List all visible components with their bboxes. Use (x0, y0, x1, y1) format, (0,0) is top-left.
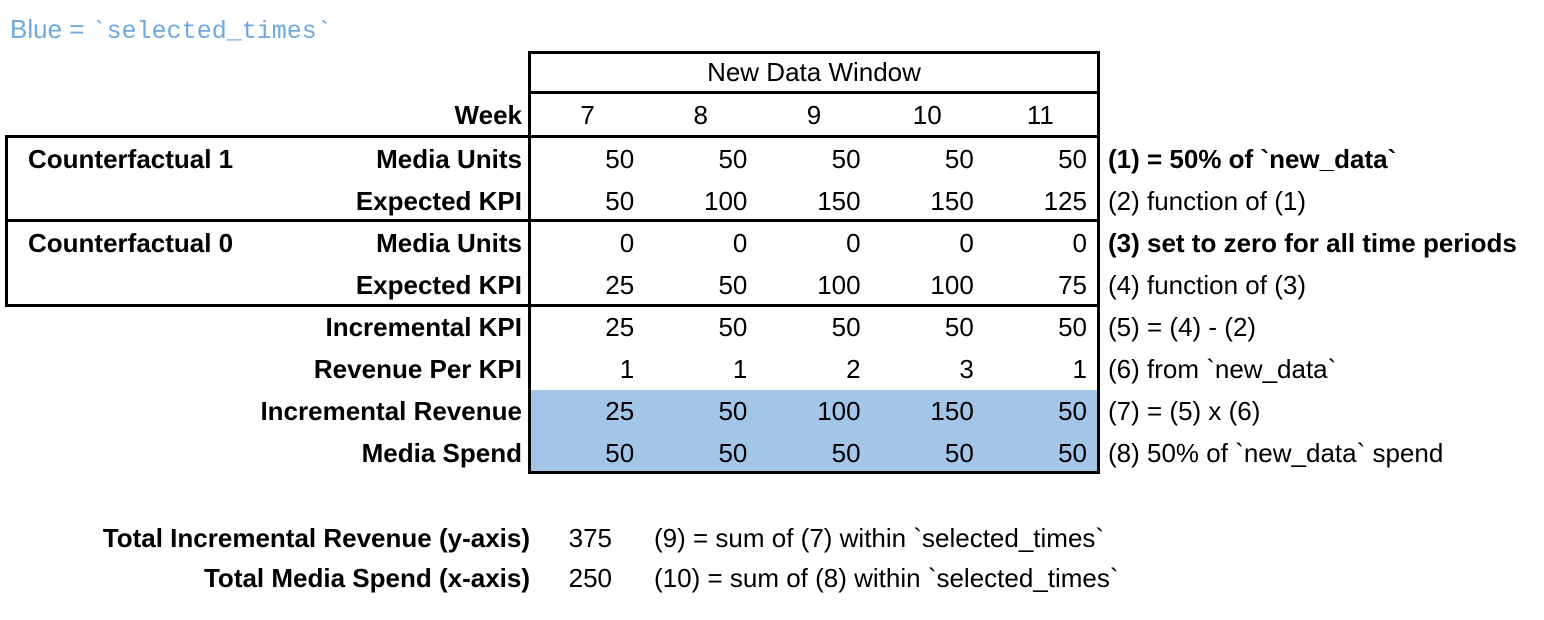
row-label: Incremental Revenue (260, 395, 522, 426)
table-cell: 0 (619, 227, 635, 258)
border-cf-divider (5, 219, 1100, 222)
legend: Blue = `selected_times` (10, 14, 332, 46)
table-cell-highlighted: 50 (944, 437, 974, 468)
annotation-4: (4) function of (3) (1108, 269, 1306, 300)
table-cell: 2 (846, 353, 861, 384)
annotation-2: (2) function of (1) (1108, 185, 1306, 216)
border-cf-left (5, 135, 8, 307)
summary-value-total-media-spend: 250 (568, 562, 612, 593)
table-header-title: New Data Window (707, 57, 921, 87)
annotation-9: (9) = sum of (7) within `selected_times` (654, 522, 1105, 553)
table-cell-highlighted: 50 (605, 437, 635, 468)
table-cell: 100 (930, 269, 974, 300)
table-cell: 0 (1072, 227, 1087, 258)
annotation-7: (7) = (5) x (6) (1108, 395, 1261, 426)
table-cell-highlighted: 50 (1058, 437, 1087, 468)
summary-labels: Total Incremental Revenue (y-axis) Total… (0, 518, 530, 598)
summary-values: 375 250 (540, 518, 612, 598)
data-grid: 50 50 50 50 50 50 100 150 150 125 0 0 0 … (531, 138, 1097, 474)
table-cell: 1 (732, 353, 748, 384)
week-header-row: 7 8 9 10 11 (531, 95, 1097, 135)
table-cell: 50 (944, 311, 974, 342)
legend-prefix: Blue = (10, 14, 92, 44)
table-cell: 3 (959, 353, 974, 384)
border-header-top (528, 51, 1100, 54)
annotation-6: (6) from `new_data` (1108, 353, 1337, 384)
table-cell: 25 (605, 311, 635, 342)
table-cell: 50 (831, 143, 861, 174)
table-cell: 50 (718, 269, 748, 300)
table-cell: 25 (605, 269, 635, 300)
border-cf0-bottom (5, 304, 1100, 307)
table-cell: 50 (944, 143, 974, 174)
row-label: Media Units (376, 143, 522, 174)
week-col: 9 (806, 99, 822, 130)
table-cell: 1 (619, 353, 635, 384)
annotation-1: (1) = 50% of `new_data` (1108, 143, 1397, 174)
table-cell-highlighted: 50 (718, 437, 748, 468)
row-label: Revenue Per KPI (313, 353, 522, 384)
annotation-5: (5) = (4) - (2) (1108, 311, 1257, 342)
row-label: Expected KPI (355, 269, 522, 300)
border-table-bottom (528, 471, 1100, 474)
annotation-3: (3) set to zero for all time periods (1108, 227, 1517, 258)
legend-code: `selected_times` (91, 17, 332, 46)
summary-label-total-incremental-revenue: Total Incremental Revenue (y-axis) (102, 522, 530, 553)
table-cell: 50 (605, 185, 635, 216)
table-cell: 50 (718, 143, 748, 174)
border-cf1-top (5, 135, 1100, 138)
week-col: 11 (1026, 99, 1054, 130)
summary-label-total-media-spend: Total Media Spend (x-axis) (203, 562, 530, 593)
border-header-bottom (528, 91, 1100, 94)
annotation-8: (8) 50% of `new_data` spend (1108, 437, 1444, 468)
table-cell: 100 (817, 269, 861, 300)
table-cell: 150 (930, 185, 974, 216)
group-label-counterfactual-1: Counterfactual 1 (28, 143, 234, 174)
table-cell: 1 (1072, 353, 1087, 384)
table-cell: 50 (718, 311, 748, 342)
row-labels: Media Units Expected KPI Media Units Exp… (0, 138, 522, 474)
table-cell-highlighted: 50 (831, 437, 861, 468)
week-col: 8 (693, 99, 709, 130)
summary-annotations: (9) = sum of (7) within `selected_times`… (654, 518, 1534, 598)
table-cell-highlighted: 150 (930, 395, 974, 426)
table-cell: 50 (831, 311, 861, 342)
table-cell: 0 (959, 227, 974, 258)
table-cell: 75 (1058, 269, 1087, 300)
table-cell: 50 (605, 143, 635, 174)
week-col: 10 (912, 99, 942, 130)
table-cell: 150 (817, 185, 861, 216)
table-cell: 50 (1058, 143, 1087, 174)
row-annotations: (1) = 50% of `new_data` (2) function of … (1108, 138, 1544, 474)
week-label: Week (454, 99, 522, 130)
row-label: Expected KPI (355, 185, 522, 216)
table-cell-highlighted: 50 (718, 395, 748, 426)
summary-value-total-incremental-revenue: 375 (568, 522, 612, 553)
table-cell-highlighted: 100 (817, 395, 861, 426)
row-label: Media Units (376, 227, 522, 258)
table-cell-highlighted: 25 (605, 395, 635, 426)
row-label: Incremental KPI (325, 311, 522, 342)
border-data-right (1097, 51, 1100, 474)
annotation-10: (10) = sum of (8) within `selected_times… (654, 562, 1119, 593)
row-label: Media Spend (361, 437, 522, 468)
table-cell: 100 (704, 185, 748, 216)
table-cell: 0 (846, 227, 861, 258)
table-cell: 0 (732, 227, 748, 258)
selected-times-highlight (531, 390, 1097, 471)
border-data-left (528, 51, 531, 474)
table-cell: 125 (1043, 185, 1087, 216)
week-col: 7 (580, 99, 595, 130)
table-cell-highlighted: 50 (1058, 395, 1087, 426)
table-cell: 50 (1058, 311, 1087, 342)
group-label-counterfactual-0: Counterfactual 0 (28, 227, 234, 258)
